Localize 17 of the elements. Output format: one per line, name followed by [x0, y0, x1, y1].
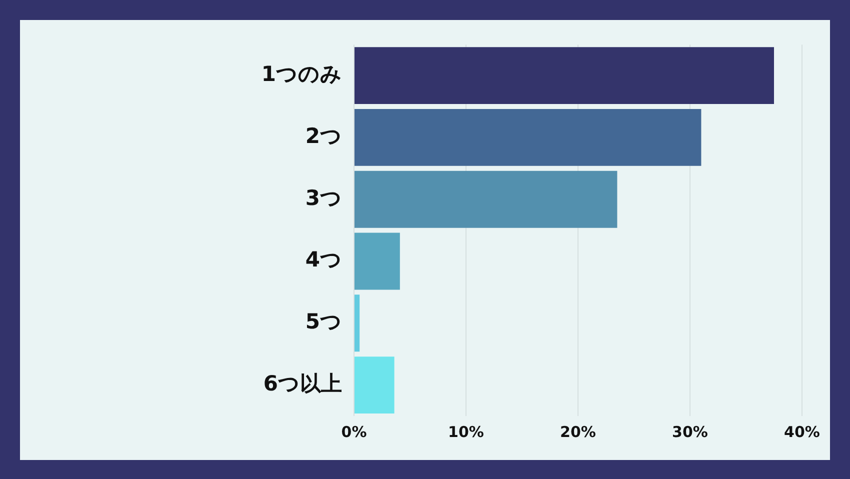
bar	[354, 47, 774, 104]
bar	[354, 108, 702, 166]
x-tick-label: 20%	[560, 422, 596, 441]
y-tick-label: 6つ以上	[263, 372, 342, 396]
bar	[354, 294, 360, 352]
x-tick-label: 10%	[448, 422, 484, 441]
y-tick-label: 5つ	[305, 310, 342, 334]
y-tick-label: 1つのみ	[261, 62, 342, 86]
bar	[354, 356, 394, 414]
bar	[354, 232, 400, 290]
x-tick-label: 0%	[341, 422, 367, 441]
x-tick-label: 30%	[672, 422, 708, 441]
y-tick-label: 3つ	[305, 186, 342, 210]
bar	[354, 170, 618, 228]
y-tick-label: 4つ	[305, 248, 342, 272]
x-tick-label: 40%	[784, 422, 820, 441]
y-tick-label: 2つ	[305, 124, 342, 148]
